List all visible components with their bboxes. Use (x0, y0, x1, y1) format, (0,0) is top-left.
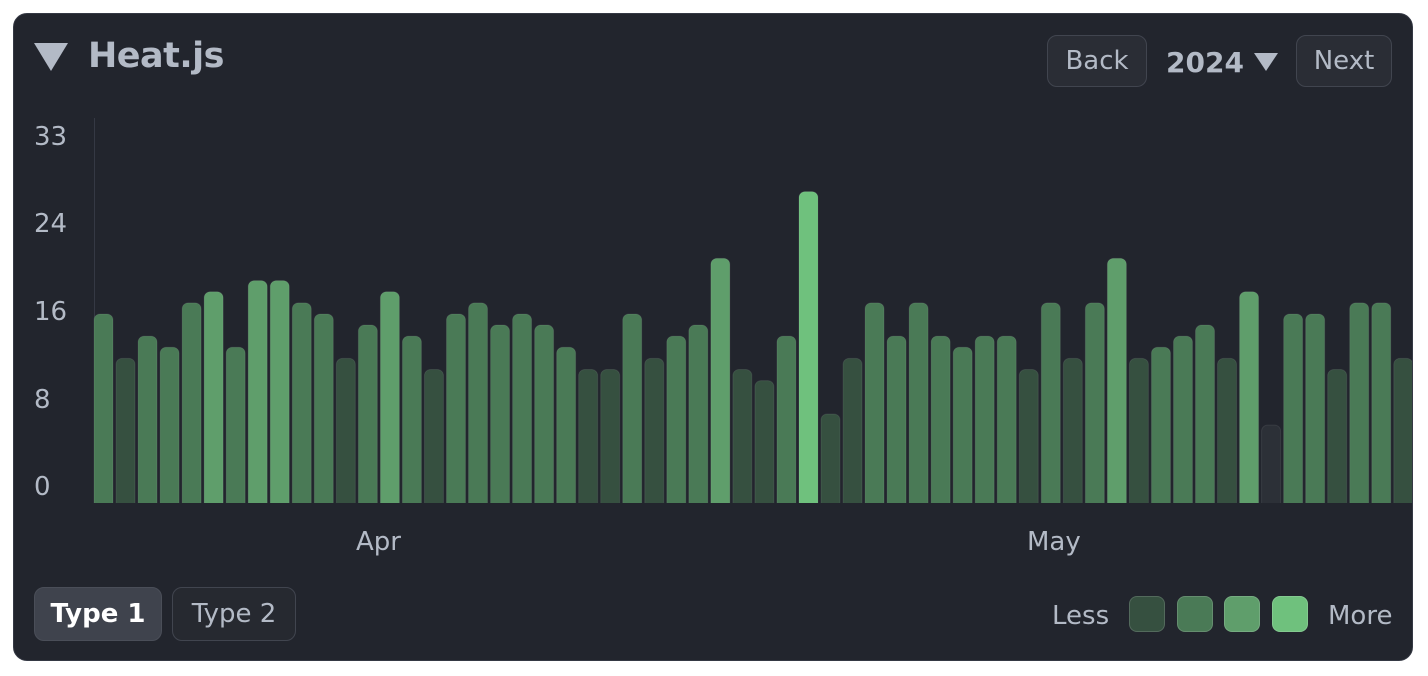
bar[interactable] (269, 280, 290, 510)
type-1-tab[interactable]: Type 1 (34, 587, 162, 641)
bar[interactable] (181, 302, 202, 510)
bar[interactable] (666, 335, 687, 510)
month-label-apr: Apr (356, 527, 401, 557)
bar[interactable] (622, 313, 643, 510)
bar[interactable] (644, 357, 665, 510)
bar[interactable] (1062, 357, 1083, 510)
legend-swatch (1272, 596, 1308, 632)
bar[interactable] (225, 346, 246, 510)
month-label-may: May (1027, 527, 1081, 557)
bar[interactable] (468, 302, 489, 510)
bar[interactable] (886, 335, 907, 510)
dropdown-triangle-icon (1253, 53, 1278, 71)
bars-group (14, 191, 1413, 523)
bar[interactable] (490, 324, 511, 510)
bar[interactable] (335, 357, 356, 510)
bar[interactable] (930, 335, 951, 510)
next-button[interactable]: Next (1296, 35, 1392, 87)
bar[interactable] (1217, 357, 1238, 510)
bar[interactable] (1239, 291, 1260, 510)
bar[interactable] (1172, 335, 1193, 510)
year-selector[interactable]: 2024 (1166, 40, 1278, 84)
bar[interactable] (732, 369, 753, 510)
bar[interactable] (1371, 302, 1392, 510)
bar[interactable] (688, 324, 709, 510)
bar[interactable] (754, 380, 775, 510)
heatmap-card: Heat.js Back 2024 Next 33 24 16 8 0 Apr … (13, 13, 1413, 661)
bar[interactable] (1106, 257, 1127, 510)
bar[interactable] (534, 324, 555, 510)
legend-swatch (1129, 596, 1165, 632)
bar[interactable] (908, 302, 929, 510)
y-tick-label: 0 (34, 472, 51, 502)
bar[interactable] (1040, 302, 1061, 510)
legend-less-label: Less (1052, 601, 1110, 631)
bar[interactable] (1261, 424, 1282, 510)
bar[interactable] (798, 191, 819, 510)
bar[interactable] (1305, 313, 1326, 510)
bar[interactable] (578, 369, 599, 510)
bar[interactable] (401, 335, 422, 510)
bar[interactable] (115, 357, 136, 510)
bar[interactable] (776, 335, 797, 510)
back-button[interactable]: Back (1047, 35, 1147, 87)
legend-swatch (1177, 596, 1213, 632)
bar[interactable] (556, 346, 577, 510)
title-row: Heat.js (34, 36, 225, 76)
bar[interactable] (1150, 346, 1171, 510)
bar[interactable] (996, 335, 1017, 510)
legend-more-label: More (1328, 601, 1393, 631)
bar[interactable] (159, 346, 180, 510)
bar[interactable] (820, 413, 841, 510)
bar[interactable] (357, 324, 378, 510)
year-label: 2024 (1166, 45, 1244, 79)
bar[interactable] (952, 346, 973, 510)
bar[interactable] (313, 313, 334, 510)
baseline-mask (14, 503, 1412, 523)
bar[interactable] (1195, 324, 1215, 510)
bar[interactable] (93, 313, 114, 510)
bar[interactable] (1393, 357, 1413, 510)
bar[interactable] (423, 369, 444, 510)
chart-title: Heat.js (88, 36, 225, 76)
bar[interactable] (974, 335, 995, 510)
bar[interactable] (1128, 357, 1149, 510)
bar[interactable] (203, 291, 224, 510)
y-tick-label: 16 (34, 297, 68, 327)
y-tick-label: 8 (34, 385, 51, 415)
bar[interactable] (445, 313, 466, 510)
bar[interactable] (1349, 302, 1370, 510)
bar[interactable] (291, 302, 312, 510)
legend-swatch (1224, 596, 1260, 632)
y-tick-label: 33 (34, 122, 68, 152)
bar[interactable] (247, 280, 268, 510)
type-2-tab[interactable]: Type 2 (172, 587, 296, 641)
bar[interactable] (1018, 369, 1039, 510)
bar[interactable] (710, 257, 731, 510)
bar[interactable] (842, 357, 863, 510)
bar[interactable] (137, 335, 158, 510)
bar[interactable] (1084, 302, 1105, 510)
bar[interactable] (512, 313, 533, 510)
bar[interactable] (1283, 313, 1304, 510)
bar[interactable] (379, 291, 400, 510)
bar[interactable] (600, 369, 621, 510)
collapse-triangle-icon[interactable] (34, 43, 68, 71)
bar[interactable] (864, 302, 885, 510)
bar[interactable] (1327, 369, 1348, 510)
y-tick-label: 24 (34, 209, 68, 239)
bar-chart (14, 118, 1413, 523)
